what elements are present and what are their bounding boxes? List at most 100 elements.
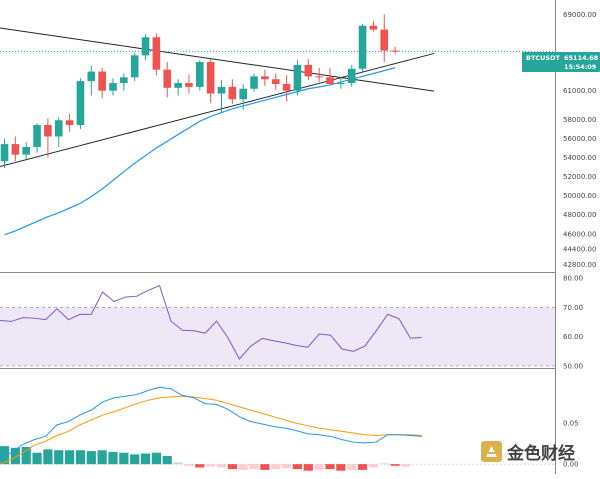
macd-histogram-bar bbox=[65, 450, 75, 465]
macd-histogram-bar bbox=[292, 464, 303, 470]
candle-body bbox=[228, 86, 237, 100]
axis-tick-label: 46000.00 bbox=[563, 230, 596, 238]
macd-histogram-bar bbox=[216, 464, 227, 468]
candle-body bbox=[304, 64, 313, 77]
macd-histogram-bar bbox=[260, 464, 270, 470]
candle-body bbox=[152, 37, 161, 70]
macd-line bbox=[0, 386, 422, 459]
macd-histogram-bar bbox=[75, 450, 86, 465]
axis-tick-label: 54000.00 bbox=[563, 154, 596, 162]
candle-body bbox=[65, 120, 74, 126]
price-panel bbox=[0, 14, 555, 236]
candle-body bbox=[185, 83, 193, 87]
axis-tick-label: 58000.00 bbox=[563, 116, 596, 124]
candle-body bbox=[33, 125, 41, 147]
moving-average-line bbox=[4, 67, 396, 236]
price-axis: 69000.00 61000.00 58000.00 56000.00 54000.00… bbox=[563, 11, 596, 269]
panel-dividers bbox=[0, 0, 556, 474]
candle-body bbox=[239, 88, 247, 100]
macd-histogram-bar bbox=[368, 464, 378, 468]
axis-tick-label: 0.05 bbox=[563, 420, 579, 428]
macd-histogram-bar bbox=[97, 450, 107, 465]
macd-histogram-bar bbox=[162, 455, 172, 465]
macd-histogram-bar bbox=[21, 446, 31, 465]
axis-tick-label: 0.00 bbox=[563, 461, 579, 469]
macd-histogram-bar bbox=[173, 462, 183, 465]
macd-histogram-bar bbox=[195, 464, 205, 468]
candle-body bbox=[380, 29, 389, 51]
axis-tick-label: 60.00 bbox=[563, 333, 583, 341]
macd-histogram-bar bbox=[227, 464, 237, 470]
axis-tick-label: 50000.00 bbox=[563, 192, 596, 200]
rsi-panel bbox=[0, 284, 555, 367]
candle-body bbox=[326, 77, 334, 84]
macd-histogram-bar bbox=[119, 452, 129, 465]
macd-histogram-bar bbox=[282, 464, 292, 469]
macd-histogram-bar bbox=[325, 464, 335, 470]
candle-body bbox=[217, 86, 226, 94]
macd-histogram-bar bbox=[140, 453, 151, 465]
candle-body bbox=[358, 25, 367, 69]
watermark-text: 金色财经 bbox=[506, 443, 575, 464]
macd-histogram-bar bbox=[303, 464, 313, 471]
candle-body bbox=[54, 120, 63, 137]
macd-histogram-bar bbox=[151, 452, 161, 465]
gold-finance-logo-icon bbox=[481, 441, 502, 462]
rsi-band bbox=[0, 307, 555, 366]
trendline-lower bbox=[0, 52, 435, 168]
macd-histogram-bar bbox=[54, 450, 64, 465]
macd-histogram-bar bbox=[238, 464, 248, 470]
candle-body bbox=[261, 76, 269, 80]
candle-body bbox=[196, 62, 204, 87]
candle-body bbox=[282, 83, 291, 91]
candle-body bbox=[293, 64, 302, 91]
macd-histogram-bar bbox=[184, 464, 194, 466]
macd-histogram-bar bbox=[32, 452, 42, 465]
candle-body bbox=[369, 25, 378, 30]
candle-body bbox=[11, 144, 20, 155]
candle-body bbox=[271, 79, 280, 84]
axis-tick-label: 69000.00 bbox=[563, 11, 596, 19]
macd-panel bbox=[0, 386, 555, 471]
candle-body bbox=[0, 144, 9, 162]
candle-body bbox=[76, 81, 85, 126]
rsi-axis: 80.00 70.00 60.00 50.00 bbox=[563, 275, 583, 371]
axis-tick-label: 56000.00 bbox=[563, 135, 596, 143]
badge-countdown: 15:54:09 bbox=[564, 63, 597, 71]
candle-body bbox=[109, 83, 117, 91]
macd-histogram-bar bbox=[390, 464, 400, 466]
rsi-line bbox=[0, 284, 422, 360]
macd-histogram-bar bbox=[206, 464, 216, 467]
axis-tick-label: 61000.00 bbox=[563, 87, 596, 95]
axis-tick-label: 52000.00 bbox=[563, 173, 596, 181]
macd-histogram-bar bbox=[86, 451, 96, 465]
axis-tick-label: 48000.00 bbox=[563, 211, 596, 219]
candle-body bbox=[141, 37, 150, 56]
last-price-badge-bg bbox=[522, 52, 600, 72]
candle-body bbox=[44, 125, 52, 137]
candle-body bbox=[250, 76, 258, 89]
macd-axis: 0.05 0.00 bbox=[563, 420, 579, 469]
macd-signal-line bbox=[0, 395, 422, 465]
macd-histogram-bar bbox=[249, 464, 259, 470]
axis-tick-label: 50.00 bbox=[563, 363, 583, 371]
candle-body bbox=[22, 146, 30, 155]
trendline-upper bbox=[0, 27, 435, 92]
axis-tick-label: 42800.00 bbox=[563, 261, 596, 269]
macd-histogram-bar bbox=[108, 451, 118, 465]
candle-body bbox=[206, 62, 215, 94]
candle-body bbox=[87, 71, 96, 82]
macd-histogram-bar bbox=[347, 464, 357, 470]
axis-tick-label: 80.00 bbox=[563, 275, 583, 283]
axis-tick-label: 70.00 bbox=[563, 304, 583, 312]
watermark: 金色财经 bbox=[481, 441, 575, 464]
candle-body bbox=[347, 68, 356, 84]
macd-histogram-bar bbox=[271, 464, 281, 470]
candle-body bbox=[163, 69, 172, 88]
candle-body bbox=[98, 71, 106, 91]
macd-histogram-bar bbox=[314, 464, 324, 470]
macd-histogram-bar bbox=[130, 454, 140, 465]
candle-body bbox=[174, 83, 182, 88]
candle-body bbox=[120, 77, 128, 84]
